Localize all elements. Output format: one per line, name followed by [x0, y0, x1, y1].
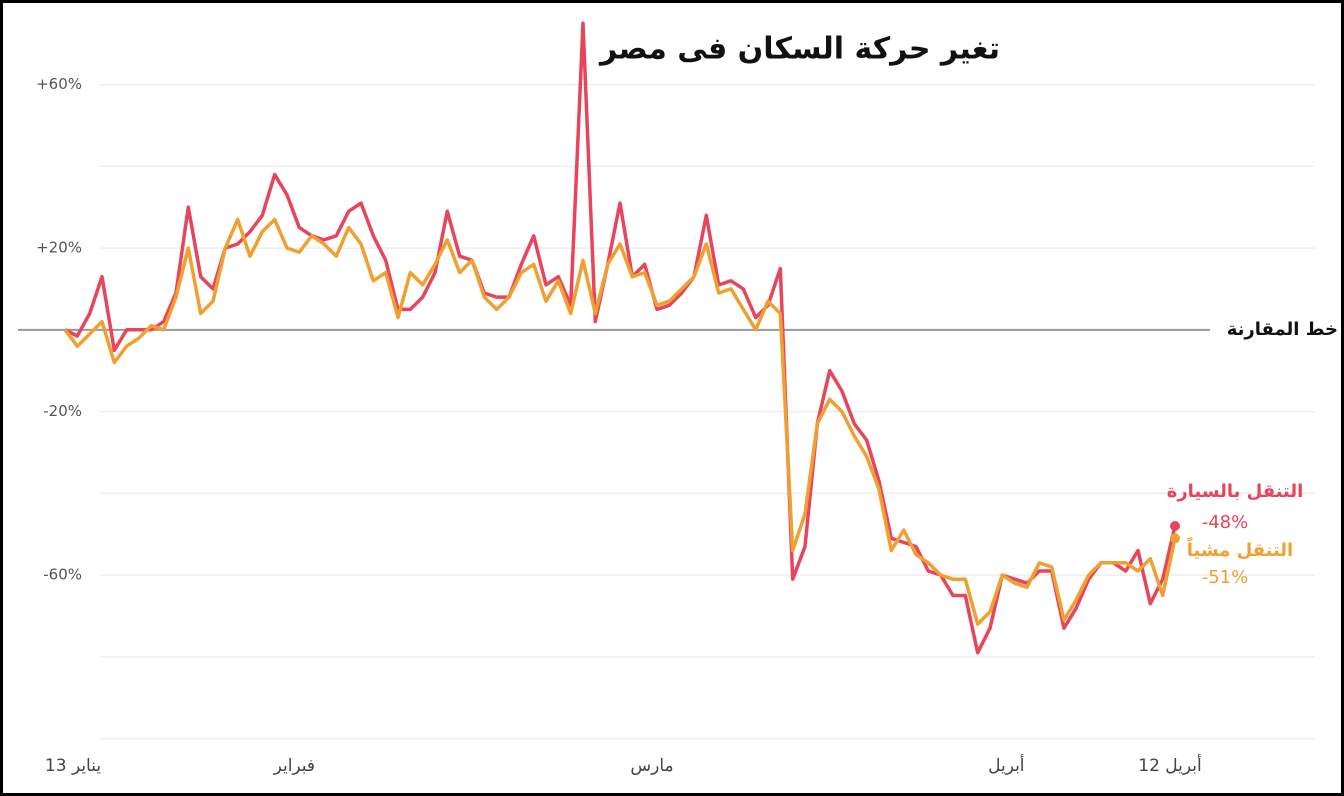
- y-tick-label: +60%: [36, 75, 82, 93]
- y-tick-label: -20%: [43, 402, 82, 420]
- series-label: التنقل بالسيارة: [1167, 481, 1304, 502]
- series-line: [64, 21, 1177, 655]
- baseline-label: خط المقارنة: [1227, 319, 1338, 340]
- y-tick-label: +20%: [36, 239, 82, 257]
- series-line: [63, 217, 1177, 626]
- x-tick-label: مارس: [630, 756, 673, 776]
- end-dot: [1170, 521, 1180, 532]
- x-tick-label: 13 يناير: [45, 756, 101, 776]
- y-tick-label: -60%: [43, 566, 82, 584]
- value-label: -48%: [1202, 512, 1249, 533]
- x-tick-label: أبريل: [988, 754, 1024, 776]
- x-tick-label: أبريل 12: [1138, 754, 1202, 776]
- value-label: -51%: [1202, 567, 1249, 588]
- x-tick-label: فبراير: [273, 756, 315, 776]
- chart-title: تغير حركة السكان فى مصر: [598, 32, 1000, 67]
- end-dot: [1170, 533, 1180, 544]
- series-label: التنقل مشياً: [1186, 537, 1293, 561]
